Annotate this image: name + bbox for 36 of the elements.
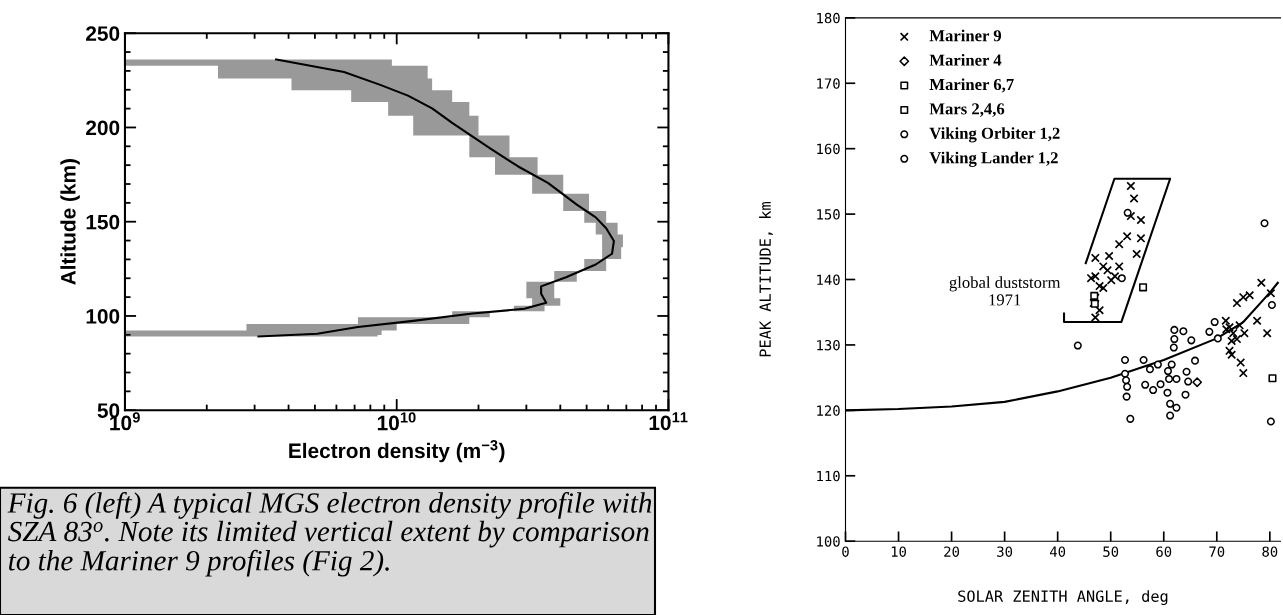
x-tick-label: 20 (944, 546, 960, 557)
y-tick-label: 110 (817, 470, 840, 482)
y-axis-title: Altitude (km) (60, 159, 80, 285)
x-tick-label: 40 (1049, 546, 1066, 557)
legend-label: Mars 2,4,6 (929, 103, 1005, 117)
y-tick-label: 150 (817, 209, 840, 220)
annotation: global duststorm 1971 (949, 276, 1061, 306)
y-tick-label: 250 (86, 26, 120, 41)
y-tick-label: 100 (817, 536, 840, 547)
legend-label: Mariner 4 (929, 53, 1002, 66)
x-tick-label: 10$^{11}$ (649, 412, 688, 431)
x-tick-label: 30 (997, 546, 1013, 557)
x-tick-label: 10$^{10}$ (377, 412, 416, 431)
y-tick-label: 150 (86, 214, 120, 230)
y-tick-label: 100 (86, 308, 120, 324)
x-tick-label: 60 (1156, 546, 1172, 557)
y-tick-label: 170 (817, 78, 840, 89)
legend-label: Mariner 9 (929, 29, 1002, 42)
x-tick-label: 80 (1262, 546, 1278, 557)
x-tick-label: 70 (1209, 546, 1225, 557)
y-tick-label: 130 (817, 339, 840, 351)
x-tick-label: 10 (891, 546, 906, 557)
caption: Fig. 6 (left) A typical MGS electron density profile with SZA 83$^{o}$. Note its limited vertical extent by comparison to the Mariner 9 profiles (Fig 2). (7, 492, 652, 577)
y-axis-title: PEAK ALTITUDE, km (759, 202, 773, 357)
y-tick-label: 180 (817, 12, 840, 24)
y-tick-label: 200 (86, 120, 120, 136)
x-axis-title: SOLAR ZENITH ANGLE, deg (958, 590, 1168, 606)
x-tick-label: 0 (842, 546, 849, 557)
legend-label: Viking Orbiter 1,2 (929, 127, 1060, 143)
y-tick-label: 140 (817, 274, 840, 286)
y-tick-label: 160 (817, 143, 840, 155)
x-tick-label: 50 (1103, 546, 1119, 557)
x-axis-title: Electron density (m$^{−3}$) (289, 440, 505, 463)
y-tick-label: 120 (817, 405, 840, 416)
legend-label: Viking Lander 1,2 (929, 151, 1058, 167)
legend-label: Mariner 6,7 (929, 78, 1014, 93)
